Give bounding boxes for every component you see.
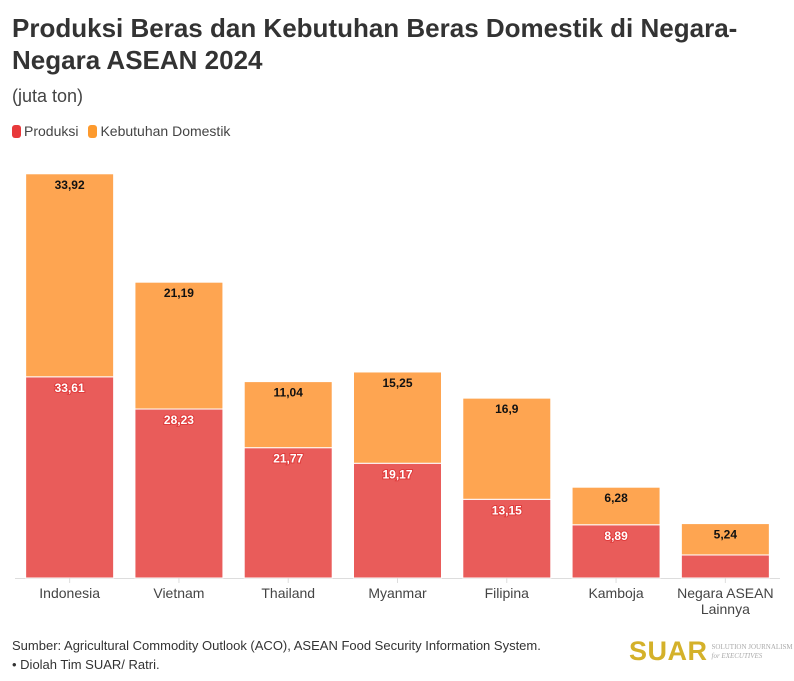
- bar-kebutuhan[interactable]: [25, 173, 115, 378]
- x-tick-label: Lainnya: [701, 601, 750, 617]
- bar-produksi[interactable]: [25, 376, 115, 579]
- data-label: 6,28: [604, 491, 628, 505]
- bar-produksi[interactable]: [353, 462, 442, 579]
- legend-item-kebutuhan[interactable]: Kebutuhan Domestik: [88, 123, 230, 139]
- x-tick-label: Myanmar: [368, 585, 427, 601]
- chart-subtitle: (juta ton): [12, 86, 84, 106]
- legend: Produksi Kebutuhan Domestik: [12, 123, 230, 139]
- source-note: Sumber: Agricultural Commodity Outlook (…: [12, 638, 541, 672]
- data-label: 33,92: [55, 178, 85, 192]
- data-label: 28,23: [164, 413, 194, 427]
- chart-title: Produksi Beras dan Kebutuhan Beras Domes…: [12, 13, 738, 75]
- data-label: 19,17: [382, 467, 412, 481]
- x-tick-label: Filipina: [485, 585, 530, 601]
- data-label: 8,89: [604, 529, 628, 543]
- bar-kebutuhan[interactable]: [243, 381, 333, 449]
- bar-produksi[interactable]: [243, 447, 333, 579]
- data-label: 21,77: [273, 452, 303, 466]
- data-label: 5,24: [714, 528, 738, 542]
- x-tick-label: Kamboja: [588, 585, 643, 601]
- bar-produksi[interactable]: [134, 408, 224, 579]
- x-tick-label: Negara ASEAN: [677, 585, 774, 601]
- bar-kebutuhan[interactable]: [680, 523, 770, 556]
- data-label: 33,61: [55, 381, 85, 395]
- suar-logo: SUAR SOLUTION JOURNALISM for EXECUTIVES: [629, 636, 793, 666]
- bar-kebutuhan[interactable]: [571, 486, 661, 526]
- x-tick-label: Vietnam: [153, 585, 204, 601]
- bar-kebutuhan[interactable]: [353, 371, 442, 464]
- data-label: 13,15: [492, 503, 522, 517]
- data-label: 15,25: [382, 376, 412, 390]
- data-label: 21,19: [164, 286, 194, 300]
- data-label: 11,04: [274, 386, 304, 400]
- bar-kebutuhan[interactable]: [462, 397, 552, 500]
- x-tick-label: Thailand: [261, 585, 315, 601]
- bar-kebutuhan[interactable]: [134, 281, 224, 410]
- bar-produksi[interactable]: [571, 524, 661, 579]
- data-label: 16,9: [495, 402, 519, 416]
- legend-item-produksi[interactable]: Produksi: [12, 123, 78, 139]
- x-tick-label: Indonesia: [39, 585, 100, 601]
- bar-produksi[interactable]: [680, 554, 770, 579]
